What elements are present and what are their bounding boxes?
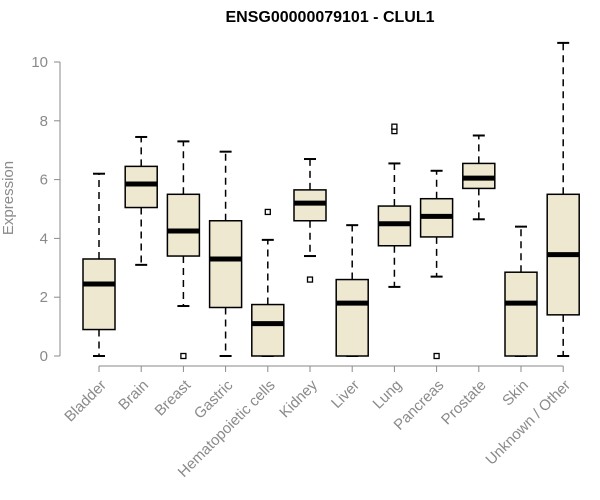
box-lung bbox=[377, 123, 412, 288]
y-tick-label: 8 bbox=[40, 113, 48, 130]
y-axis-title: Expression bbox=[0, 161, 17, 235]
x-tick-label: Bladder bbox=[61, 377, 110, 426]
x-tick-label: Lung bbox=[370, 377, 406, 413]
chart-title: ENSG00000079101 - CLUL1 bbox=[225, 9, 435, 26]
iqr-box bbox=[166, 193, 201, 257]
outlier-point bbox=[433, 352, 440, 360]
outlier-point bbox=[391, 123, 398, 130]
y-tick-label: 4 bbox=[40, 230, 48, 247]
iqr-box bbox=[124, 165, 158, 209]
box-skin bbox=[504, 225, 538, 357]
x-tick-label: Brain bbox=[115, 377, 152, 414]
box-liver bbox=[335, 224, 369, 357]
y-tick-label: 2 bbox=[40, 289, 48, 306]
box-hematopoietic-cells bbox=[251, 208, 285, 357]
y-axis: 0 2 4 6 8 10 bbox=[31, 54, 61, 365]
x-tick-label: Prostate bbox=[438, 377, 490, 429]
iqr-box bbox=[504, 271, 538, 357]
box-kidney bbox=[293, 158, 327, 283]
y-tick-label: 10 bbox=[31, 54, 48, 71]
boxes bbox=[82, 41, 580, 360]
box-breast bbox=[166, 140, 201, 360]
y-tick-label: 0 bbox=[40, 348, 48, 365]
outlier-point bbox=[264, 208, 271, 216]
box-unknown-other bbox=[546, 41, 580, 357]
outlier-point bbox=[306, 276, 314, 283]
box-gastric bbox=[208, 150, 243, 357]
box-prostate bbox=[462, 134, 496, 221]
iqr-box bbox=[335, 278, 369, 357]
box-pancreas bbox=[419, 169, 454, 360]
x-tick-label: Liver bbox=[328, 377, 363, 412]
outlier-point bbox=[180, 352, 187, 360]
iqr-box bbox=[82, 258, 116, 331]
box-brain bbox=[124, 135, 158, 266]
box-bladder bbox=[82, 172, 116, 357]
x-tick-label: Skin bbox=[499, 377, 532, 410]
iqr-box bbox=[251, 303, 285, 357]
x-tick-label: Breast bbox=[152, 376, 195, 419]
x-tick-label: Kidney bbox=[276, 376, 321, 421]
y-tick-label: 6 bbox=[40, 172, 48, 189]
iqr-box bbox=[208, 220, 243, 309]
